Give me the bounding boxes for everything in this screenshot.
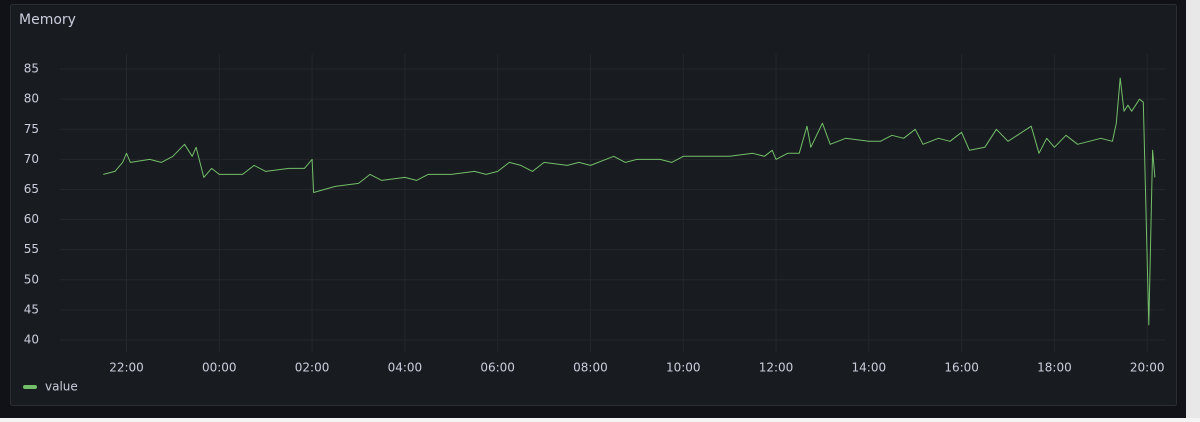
x-tick-label: 04:00 [388, 361, 423, 375]
x-tick-label: 18:00 [1037, 361, 1072, 375]
panel [10, 4, 1177, 406]
x-tick-label: 10:00 [666, 361, 701, 375]
y-tick-label: 60 [24, 212, 39, 226]
y-tick-label: 45 [24, 302, 39, 316]
x-tick-label: 22:00 [109, 361, 144, 375]
y-tick-label: 55 [24, 242, 39, 256]
x-tick-label: 06:00 [480, 361, 515, 375]
y-tick-label: 75 [24, 122, 39, 136]
y-tick-label: 65 [24, 182, 39, 196]
y-tick-label: 80 [24, 92, 39, 106]
x-tick-label: 02:00 [295, 361, 330, 375]
legend-swatch [23, 385, 37, 389]
y-tick-label: 85 [24, 62, 39, 76]
x-tick-label: 12:00 [759, 361, 794, 375]
y-tick-label: 70 [24, 152, 39, 166]
bottom-edge [0, 418, 1200, 422]
panel-title: Memory [19, 12, 76, 28]
data-line [103, 77, 1156, 326]
x-tick-label: 00:00 [202, 361, 237, 375]
x-tick-label: 20:00 [1130, 361, 1165, 375]
y-tick-label: 50 [24, 272, 39, 286]
x-tick-label: 14:00 [852, 361, 887, 375]
scrollbar [1186, 0, 1200, 422]
y-tick-label: 40 [24, 332, 39, 346]
x-tick-label: 08:00 [573, 361, 608, 375]
legend-label: value [45, 380, 78, 394]
x-tick-label: 16:00 [944, 361, 979, 375]
